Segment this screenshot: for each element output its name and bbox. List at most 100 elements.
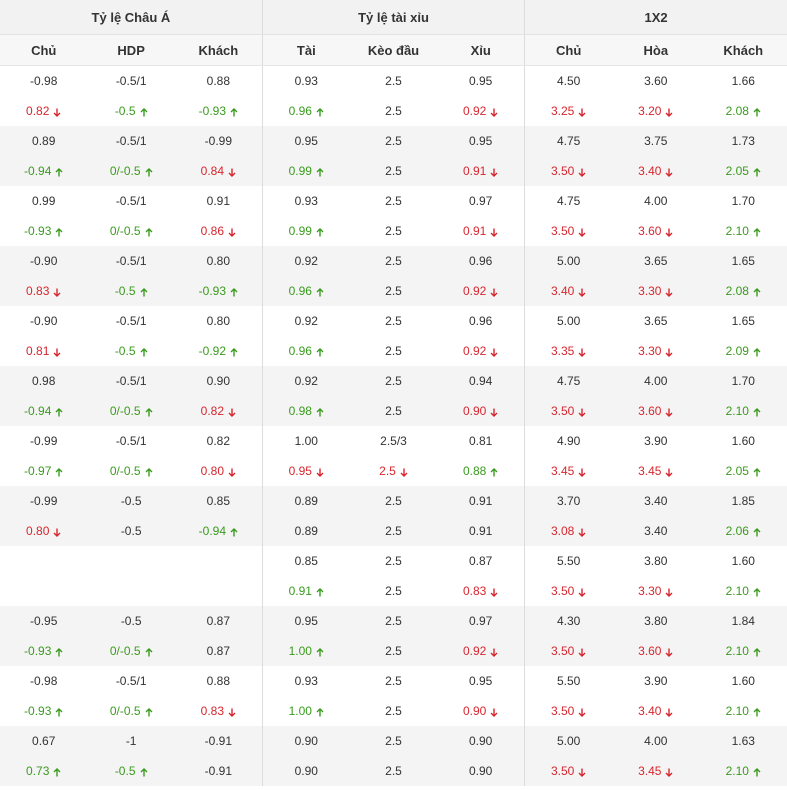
odds-cell: 1.66: [700, 66, 787, 97]
odds-value: 2.10: [725, 224, 749, 238]
arrow-down-icon: [578, 528, 586, 537]
odds-value: 1.63: [731, 734, 755, 748]
odds-value: 2.5: [385, 674, 402, 688]
odds-value: 1.65: [731, 314, 755, 328]
odds-cell: -0.5/1: [87, 306, 174, 336]
odds-value: 0.92: [463, 344, 487, 358]
odds-value: 0.80: [200, 464, 225, 478]
odds-value: -0.99: [30, 434, 58, 448]
odds-value: 2.10: [725, 584, 749, 598]
odds-row: -0.94 0/-0.5 0.84 0.99 2.5 0.91 3.50 3.40 2.05: [0, 156, 787, 186]
odds-value: 0.87: [206, 644, 231, 658]
odds-value: 0.91: [469, 494, 493, 508]
odds-cell: 5.50: [524, 546, 613, 576]
odds-value: -0.92: [198, 344, 227, 358]
arrow-down-icon: [665, 108, 673, 117]
odds-value: 0.97: [469, 614, 493, 628]
odds-value: 0.80: [206, 254, 231, 268]
odds-value: 2.5: [385, 74, 402, 88]
odds-value: 0/-0.5: [109, 464, 141, 478]
odds-cell: 3.50: [524, 756, 613, 786]
odds-cell: -0.98: [0, 66, 87, 97]
group-asian-handicap: Tỷ lệ Châu Á: [0, 0, 263, 35]
odds-value: 2.5: [385, 254, 402, 268]
odds-cell: 0/-0.5: [87, 396, 175, 426]
odds-value: 3.40: [550, 284, 575, 298]
arrow-up-icon: [145, 468, 153, 477]
odds-value: 1.70: [731, 374, 755, 388]
odds-cell: 0.97: [437, 186, 524, 216]
arrow-up-icon: [140, 288, 148, 297]
odds-cell: 3.60: [612, 396, 700, 426]
arrow-down-icon: [53, 108, 61, 117]
odds-row: -0.90 -0.5/1 0.80 0.92 2.5 0.96 5.00 3.65 1.65: [0, 246, 787, 276]
odds-value: 2.5: [385, 104, 402, 118]
odds-cell: 1.00: [261, 696, 350, 726]
odds-cell: -0.99: [0, 426, 87, 456]
odds-value: 2.10: [725, 704, 749, 718]
odds-value: 3.60: [644, 74, 668, 88]
odds-cell: -0.5: [87, 606, 175, 636]
arrow-up-icon: [145, 168, 153, 177]
odds-value: 3.50: [550, 584, 575, 598]
odds-cell: 0.92: [437, 636, 525, 666]
odds-cell: 3.80: [612, 546, 699, 576]
odds-value: 0.80: [26, 524, 50, 538]
odds-value: 1.00: [294, 434, 318, 448]
odds-value: 2.5: [385, 554, 402, 568]
odds-value: -0.5: [120, 524, 142, 538]
odds-value: 3.50: [550, 404, 575, 418]
odds-cell: 2.05: [699, 156, 787, 186]
arrow-down-icon: [53, 288, 61, 297]
odds-cell: 0.80: [175, 456, 262, 486]
odds-row: 0.83 -0.5 -0.93 0.96 2.5 0.92 3.40 3.30 2.08: [0, 276, 787, 306]
arrow-up-icon: [753, 708, 761, 717]
odds-value: 0.82: [206, 434, 231, 448]
odds-value: 2.5: [385, 404, 402, 418]
arrow-up-icon: [753, 768, 761, 777]
odds-cell: 0.92: [437, 276, 525, 306]
odds-cell: 5.00: [524, 246, 613, 276]
odds-cell: 1.70: [699, 366, 787, 396]
odds-cell: 0.96: [437, 246, 525, 276]
odds-cell: [0, 576, 87, 606]
odds-value: -0.93: [24, 644, 52, 658]
odds-value: 3.80: [644, 614, 668, 628]
odds-value: 4.75: [556, 194, 581, 208]
odds-value: -0.5: [114, 284, 136, 298]
odds-value: -0.94: [24, 164, 52, 178]
odds-value: 0.92: [463, 284, 487, 298]
arrow-up-icon: [55, 408, 63, 417]
odds-cell: 1.00: [261, 426, 350, 456]
odds-value: -0.98: [30, 74, 58, 88]
odds-value: 0.97: [469, 194, 493, 208]
odds-value: 3.50: [550, 764, 575, 778]
odds-row: 0.82 -0.5 -0.93 0.96 2.5 0.92 3.25 3.20 2.08: [0, 96, 787, 126]
odds-value: 0.83: [463, 584, 487, 598]
odds-value: 0.98: [288, 404, 312, 418]
col-away: Khách: [174, 34, 263, 66]
odds-value: -0.5/1: [115, 134, 147, 148]
odds-cell: 4.90: [524, 426, 613, 456]
odds-cell: 3.35: [524, 336, 613, 366]
odds-value: 0.82: [200, 404, 225, 418]
arrow-down-icon: [490, 348, 498, 357]
odds-cell: 2.5: [349, 726, 438, 756]
odds-cell: 2.5: [350, 216, 437, 246]
odds-value: 3.30: [638, 284, 662, 298]
odds-value: 3.65: [644, 254, 668, 268]
odds-cell: 0.82: [174, 396, 263, 426]
odds-cell: 4.75: [524, 126, 613, 156]
odds-value: 3.30: [638, 344, 662, 358]
odds-value: 0.85: [294, 554, 318, 568]
odds-cell: 5.00: [524, 306, 613, 336]
odds-cell: 1.65: [700, 306, 787, 336]
odds-row: -0.95 -0.5 0.87 0.95 2.5 0.97 4.30 3.80 1.84: [0, 606, 787, 636]
odds-value: 3.40: [638, 704, 662, 718]
odds-value: 0.91: [206, 194, 231, 208]
odds-value: 1.00: [288, 704, 312, 718]
odds-cell: 0.83: [0, 276, 88, 306]
odds-cell: 3.30: [612, 276, 700, 306]
odds-value: -0.93: [198, 284, 227, 298]
odds-cell: 0.98: [0, 366, 88, 396]
